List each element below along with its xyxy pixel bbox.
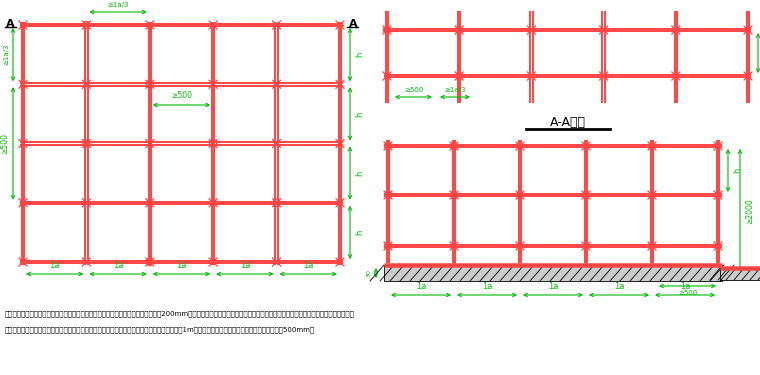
Text: h: h: [355, 230, 364, 235]
Text: ≥500: ≥500: [404, 87, 423, 93]
Text: h: h: [355, 52, 364, 57]
Text: ≥500: ≥500: [171, 91, 192, 100]
Text: ≥500: ≥500: [0, 133, 9, 154]
Text: A-A剖面: A-A剖面: [549, 116, 585, 129]
Text: h: h: [355, 170, 364, 176]
Text: 1a: 1a: [176, 261, 187, 270]
Text: A: A: [349, 19, 357, 29]
Text: ≥1a/3: ≥1a/3: [107, 2, 129, 8]
Text: h: h: [355, 111, 364, 117]
Text: 1a: 1a: [49, 261, 60, 270]
Text: ≥1a/3: ≥1a/3: [445, 87, 466, 93]
Text: ≥2000: ≥2000: [745, 199, 754, 224]
Text: A: A: [5, 19, 14, 29]
Text: 1a: 1a: [614, 282, 624, 291]
Text: 1a: 1a: [113, 261, 123, 270]
Text: 30: 30: [367, 269, 372, 277]
Text: 1a: 1a: [679, 282, 690, 291]
Text: 1a: 1a: [482, 282, 492, 291]
Text: 脚手架必须设置纵横向扫地杆。纵向扫地杆应采用直角扣件固定在距底座上皮不大于200mm处的立杆上，横向扫地杆亦应采用直角扣件固定在紧靠纵向扫地杆下方的立杆上。当立: 脚手架必须设置纵横向扫地杆。纵向扫地杆应采用直角扣件固定在距底座上皮不大于200…: [5, 310, 355, 316]
Text: ≥1a/3: ≥1a/3: [3, 44, 9, 65]
Text: 1a: 1a: [548, 282, 558, 291]
Text: 1a: 1a: [239, 261, 250, 270]
Text: 基础不在同一高度上时，必须将高处的纵向扫地杆向低处延长两跨与立杆固定，高低差不应大于1m。靠边坡上方的立杆轴线到边坡的距离不应小于500mm。: 基础不在同一高度上时，必须将高处的纵向扫地杆向低处延长两跨与立杆固定，高低差不应…: [5, 326, 315, 333]
Bar: [720, 268, 760, 280]
Text: 1a: 1a: [303, 261, 313, 270]
Text: ≥500: ≥500: [678, 290, 697, 296]
Text: h: h: [733, 168, 742, 173]
Bar: [384, 265, 722, 281]
Text: 1a: 1a: [416, 282, 426, 291]
